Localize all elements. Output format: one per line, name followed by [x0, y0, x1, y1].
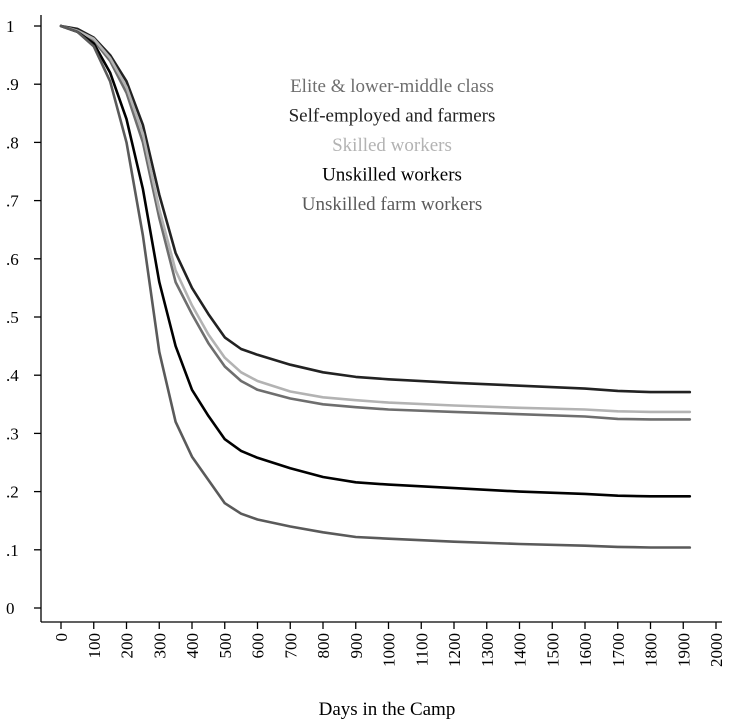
x-tick-label: 1200 [445, 633, 464, 667]
x-tick-label: 1000 [380, 633, 399, 667]
x-tick-label: 1700 [609, 633, 628, 667]
series-line [59, 24, 692, 549]
y-tick-label: .5 [6, 308, 19, 327]
axes: 0 .1 .2 .3 .4 .5 .6 .7 .8 .9 1 0 100 200 300 400 500 600… [6, 15, 726, 667]
plot-lines [59, 24, 692, 549]
x-tick-label: 400 [183, 633, 202, 659]
x-tick-label: 1600 [576, 633, 595, 667]
legend-entry: Unskilled workers [322, 165, 462, 186]
x-axis-title: Days in the Camp [319, 699, 456, 720]
y-tick-label: .8 [6, 133, 19, 152]
x-tick-label: 1900 [674, 633, 693, 667]
legend: Elite & lower-middle class Self-employed … [289, 76, 496, 215]
y-tick-label: .4 [6, 366, 19, 385]
y-tick-label: .9 [6, 75, 19, 94]
y-tick-label: 0 [6, 599, 15, 618]
x-tick-label: 1100 [412, 633, 431, 666]
series-line [59, 24, 692, 421]
legend-entry: Elite & lower-middle class [290, 76, 494, 97]
x-tick-label: 1400 [511, 633, 530, 667]
x-tick-label: 600 [249, 633, 268, 659]
y-tick-label: .6 [6, 250, 19, 269]
y-ticks: 0 .1 .2 .3 .4 .5 .6 .7 .8 .9 1 [6, 17, 41, 618]
x-tick-label: 2000 [707, 633, 726, 667]
x-tick-label: 800 [314, 633, 333, 659]
x-tick-label: 200 [118, 633, 137, 659]
legend-entry: Skilled workers [332, 135, 452, 156]
legend-entry: Self-employed and farmers [289, 106, 496, 127]
x-tick-label: 100 [85, 633, 104, 659]
y-tick-label: .3 [6, 424, 19, 443]
x-tick-label: 900 [347, 633, 366, 659]
x-tick-label: 300 [150, 633, 169, 659]
y-tick-label: .1 [6, 541, 19, 560]
x-tick-label: 0 [52, 633, 71, 642]
x-tick-label: 1300 [478, 633, 497, 667]
y-tick-label: 1 [6, 17, 15, 36]
x-tick-label: 500 [216, 633, 235, 659]
legend-entry: Unskilled farm workers [302, 194, 482, 215]
y-tick-label: .2 [6, 483, 19, 502]
x-tick-label: 1800 [642, 633, 661, 667]
x-ticks: 0 100 200 300 400 500 600 700 800 900 1000 1100 1200… [52, 622, 726, 667]
x-tick-label: 1500 [543, 633, 562, 667]
series-line [59, 24, 692, 394]
y-tick-label: .7 [6, 192, 19, 211]
x-tick-label: 700 [281, 633, 300, 659]
series-line [59, 24, 692, 498]
series-line [59, 24, 692, 414]
